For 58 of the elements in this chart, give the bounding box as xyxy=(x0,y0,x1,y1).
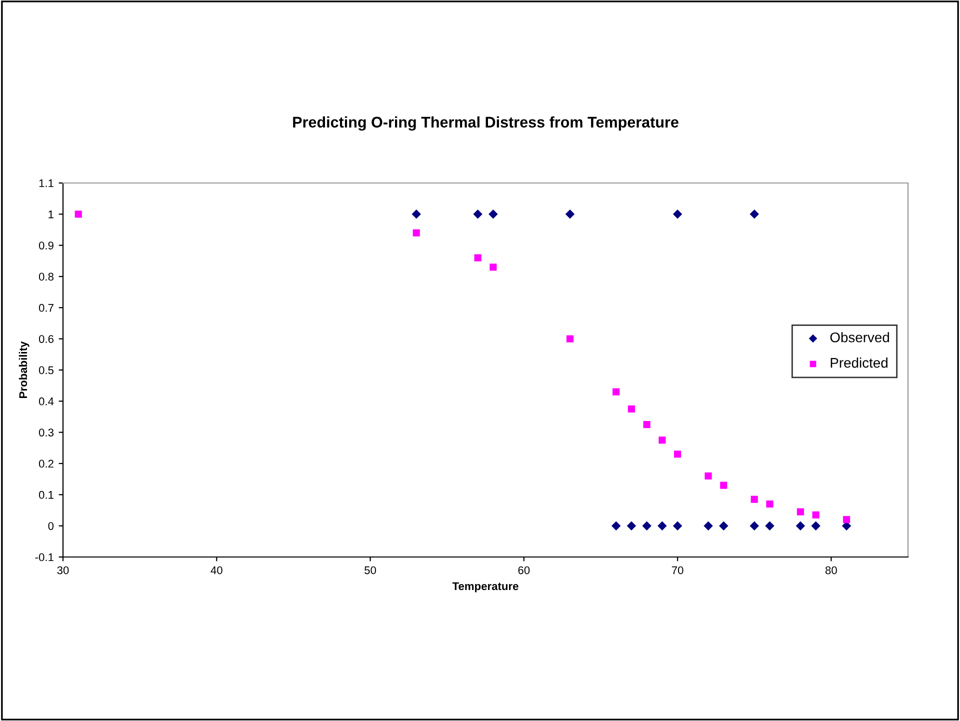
point xyxy=(704,521,713,530)
point xyxy=(811,521,820,530)
point xyxy=(642,521,652,530)
point xyxy=(796,508,804,516)
y-tick-label: 0.7 xyxy=(38,304,54,312)
point xyxy=(750,521,759,530)
legend-label: Observed xyxy=(830,332,889,342)
point xyxy=(611,521,621,530)
point xyxy=(720,482,728,489)
x-tick-label: 40 xyxy=(210,566,222,574)
point xyxy=(672,210,682,219)
legend-label: Predicted xyxy=(830,358,888,368)
point xyxy=(643,421,650,428)
point xyxy=(672,521,682,530)
y-tick-label: 0.1 xyxy=(38,490,54,499)
x-tick-label: 80 xyxy=(825,566,837,574)
point xyxy=(658,521,667,530)
x-tick-label: 70 xyxy=(672,566,684,574)
point xyxy=(750,210,759,219)
point xyxy=(796,521,806,530)
x-tick-label: 30 xyxy=(57,566,69,574)
x-tick-label: 50 xyxy=(364,566,376,574)
point xyxy=(488,210,498,219)
point xyxy=(612,388,620,396)
chart-title: Predicting O-ring Thermal Distress from Temperature xyxy=(293,116,678,131)
y-axis-title: Probability xyxy=(18,341,30,398)
point xyxy=(626,521,636,530)
y-tick-label: 0.5 xyxy=(38,366,54,374)
point xyxy=(474,254,482,262)
y-tick-label: 0.2 xyxy=(38,460,54,468)
point xyxy=(766,500,774,508)
point xyxy=(628,405,635,412)
y-tick-label: 0 xyxy=(48,522,54,530)
point xyxy=(658,436,666,444)
point xyxy=(674,450,682,458)
y-tick-label: 0.3 xyxy=(38,428,54,436)
y-tick-label: 0.4 xyxy=(38,397,54,406)
x-axis-title: Temperature xyxy=(452,582,518,592)
y-tick-label: -0.1 xyxy=(35,553,54,562)
y-tick-label: 1.1 xyxy=(39,179,54,188)
point xyxy=(750,496,758,503)
point xyxy=(704,472,712,480)
point xyxy=(719,521,728,530)
y-tick-label: 0.9 xyxy=(38,242,54,250)
y-tick-label: 0.6 xyxy=(38,335,54,343)
x-tick-label: 60 xyxy=(518,566,530,574)
point xyxy=(565,210,575,219)
point xyxy=(765,521,774,530)
point xyxy=(843,516,850,524)
point xyxy=(473,210,482,219)
point xyxy=(412,210,421,219)
point xyxy=(490,264,497,271)
point xyxy=(412,229,420,236)
point xyxy=(74,210,82,218)
point xyxy=(566,335,574,342)
y-tick-label: 0.8 xyxy=(38,272,54,281)
y-tick-label: 1 xyxy=(48,210,54,218)
point xyxy=(812,511,820,518)
